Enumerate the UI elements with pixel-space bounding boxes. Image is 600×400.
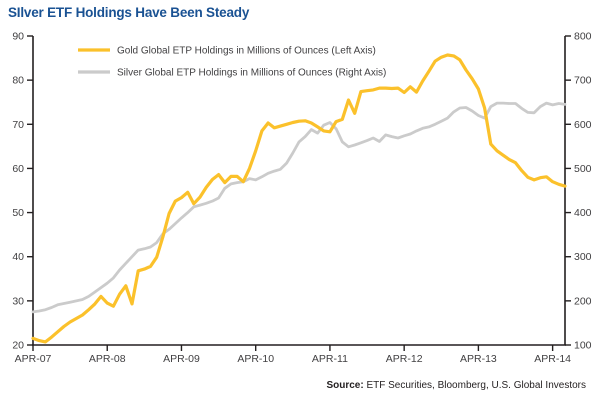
left-tick-label: 30	[12, 295, 24, 307]
source-text: ETF Securities, Bloomberg, U.S. Global I…	[363, 380, 586, 391]
legend-label: Silver Global ETP Holdings in Millions o…	[117, 68, 386, 79]
right-tick-label: 600	[574, 119, 592, 131]
left-tick-label: 60	[12, 163, 24, 175]
axes	[32, 36, 566, 346]
left-tick-label: 90	[12, 31, 24, 43]
source-label: Source:	[326, 380, 364, 391]
x-tick-label: APR-14	[534, 353, 571, 365]
left-tick-label: 80	[12, 75, 24, 87]
x-tick-label: APR-12	[386, 353, 423, 365]
left-tick-label: 50	[12, 207, 24, 219]
right-tick-label: 400	[574, 207, 592, 219]
chart-canvas: 20 30 40 50 60 70 80 90 100 200 300 400 500 600 700 800…	[12, 31, 592, 366]
right-tick-label: 300	[574, 251, 592, 263]
gold-line	[31, 53, 567, 344]
x-tick-label: APR-07	[15, 353, 52, 365]
x-tick-label: APR-08	[89, 353, 126, 365]
x-axis-labels: APR-07 APR-08 APR-09 APR-10 APR-11 APR-12 APR-…	[15, 345, 571, 365]
right-tick-label: 100	[574, 340, 592, 352]
left-tick-label: 70	[12, 119, 24, 131]
x-tick-label: APR-09	[163, 353, 200, 365]
legend-label: Gold Global ETP Holdings in Millions of …	[117, 46, 376, 57]
legend: Gold Global ETP Holdings in Millions of …	[78, 46, 386, 79]
x-tick-label: APR-13	[460, 353, 497, 365]
right-tick-label: 800	[574, 31, 592, 43]
right-tick-label: 200	[574, 295, 592, 307]
page-title: SIlver ETF Holdings Have Been Steady	[8, 5, 250, 20]
right-tick-label: 700	[574, 75, 592, 87]
silver-line	[31, 101, 567, 314]
legend-item-silver: Silver Global ETP Holdings in Millions o…	[78, 68, 386, 79]
legend-item-gold: Gold Global ETP Holdings in Millions of …	[78, 46, 376, 57]
x-tick-label: APR-11	[312, 353, 348, 365]
left-axis-labels: 20 30 40 50 60 70 80 90	[12, 31, 33, 352]
x-tick-label: APR-10	[237, 353, 274, 365]
left-tick-label: 40	[12, 251, 24, 263]
left-tick-label: 20	[12, 340, 24, 352]
source-note: Source: ETF Securities, Bloomberg, U.S. …	[326, 380, 586, 391]
right-axis-labels: 100 200 300 400 500 600 700 800	[565, 31, 592, 352]
right-tick-label: 500	[574, 163, 592, 175]
